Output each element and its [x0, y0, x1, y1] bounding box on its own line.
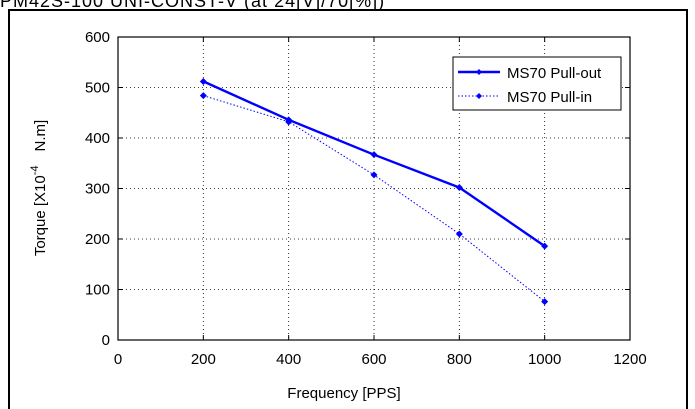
data-point-ms70-pull-in-1000 [541, 298, 549, 306]
y-axis-label-main: Torque [X10 [32, 175, 49, 256]
x-tick-label-600: 600 [361, 351, 386, 368]
data-point-ms70-pull-out-1000 [541, 242, 549, 250]
legend-marker-pull-in [476, 93, 482, 99]
data-point-ms70-pull-in-600 [370, 171, 378, 179]
grid-layer [118, 37, 630, 340]
legend-label-pull-in: MS70 Pull-in [507, 89, 592, 106]
y-axis-label-exponent: -4 [29, 166, 41, 176]
y-tick-label-600: 600 [85, 29, 110, 46]
x-tick-label-0: 0 [114, 351, 122, 368]
y-tick-label-500: 500 [85, 80, 110, 97]
y-tick-label-300: 300 [85, 181, 110, 198]
y-tick-label-100: 100 [85, 282, 110, 299]
x-tick-label-1200: 1200 [613, 351, 646, 368]
y-tick-label-400: 400 [85, 130, 110, 147]
x-axis-label: Frequency [PPS] [287, 385, 400, 402]
legend-label-pull-out: MS70 Pull-out [507, 65, 602, 82]
svg-text:Torque [X10-4N.m]: Torque [X10-4 N.m] [29, 120, 49, 256]
data-point-ms70-pull-in-800 [455, 230, 463, 238]
header-title: PM42S-100 UNI-CONST-V (at 24[V]/70[%]) [0, 0, 386, 11]
data-point-ms70-pull-out-200 [199, 77, 207, 85]
x-tick-label-1000: 1000 [528, 351, 561, 368]
x-tick-label-400: 400 [276, 351, 301, 368]
x-tick-label-200: 200 [191, 351, 216, 368]
data-point-ms70-pull-in-400 [285, 118, 293, 126]
data-point-ms70-pull-out-800 [455, 183, 463, 191]
series-layer [199, 77, 549, 306]
data-point-ms70-pull-out-600 [370, 151, 378, 159]
x-tick-label-800: 800 [447, 351, 472, 368]
ticks-layer: 0 200 400 600 800 1000 1200 0 100 200 300 400 500 600 [85, 29, 647, 368]
y-axis-label-unit: N.m] [32, 120, 49, 152]
legend-box [452, 56, 622, 111]
legend-marker-pull-out [476, 69, 482, 75]
data-point-ms70-pull-in-200 [199, 92, 207, 100]
legend: MS70 Pull-out MS70 Pull-in [452, 56, 622, 111]
y-axis-label: Torque [X10-4 N.m] [29, 120, 49, 256]
y-tick-label-200: 200 [85, 231, 110, 248]
figure-frame [8, 9, 688, 409]
y-tick-label-0: 0 [102, 332, 110, 349]
